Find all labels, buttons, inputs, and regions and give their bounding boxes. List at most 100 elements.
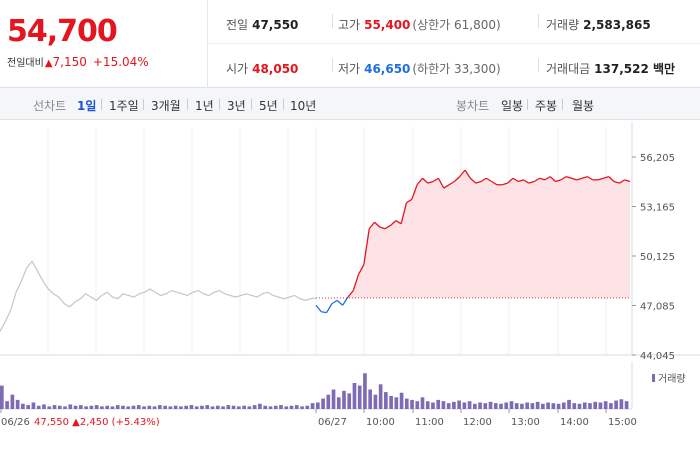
series-today-segment xyxy=(427,180,434,184)
series-today-segment xyxy=(422,177,429,184)
volume-bar-today xyxy=(373,394,378,409)
volume-bar-today xyxy=(609,403,613,409)
candle-monthly[interactable]: 월봉 xyxy=(572,99,595,113)
volume-bar-today xyxy=(551,403,556,409)
volume-bar-today xyxy=(624,401,629,409)
volume-bar-today xyxy=(368,389,372,409)
series-today-segment xyxy=(518,179,524,183)
volume-bar-prev-day xyxy=(73,405,78,409)
series-today-segment xyxy=(363,228,370,265)
quote-row-1: 전일 47,550 고가 55,400 (상한가 61,800) 거래량 2,583,8… xyxy=(208,0,700,44)
volume-bar-today xyxy=(352,383,357,409)
series-today-segment xyxy=(448,180,455,186)
series-today-segment xyxy=(576,177,583,181)
series-today-segment xyxy=(390,220,397,226)
volume-bar-today xyxy=(441,401,446,409)
series-prev-day-line xyxy=(0,260,317,332)
volume-bar-prev-day xyxy=(247,406,252,409)
line-chart-label: 선차트 xyxy=(33,99,67,113)
volume-bar-prev-day xyxy=(5,401,9,409)
volume-bar-prev-day xyxy=(205,405,210,409)
volume-bar-today xyxy=(462,402,467,409)
volume-bar-today xyxy=(588,403,592,409)
divider xyxy=(538,58,539,72)
volume-bar-prev-day xyxy=(221,406,225,409)
volume-bar-prev-day xyxy=(100,406,104,409)
volume-bar-today xyxy=(316,402,320,409)
volume-bar-prev-day xyxy=(57,405,62,409)
volume-bar-prev-day xyxy=(242,405,246,409)
series-today-segment xyxy=(321,311,327,314)
volume-bar-today xyxy=(425,401,430,409)
volume-bar-prev-day xyxy=(310,403,315,409)
series-today-segment xyxy=(533,177,540,183)
volume-bar-today xyxy=(614,400,618,409)
series-today-segment xyxy=(443,184,450,189)
volume-bar-today xyxy=(572,403,577,409)
series-today-segment xyxy=(512,177,519,183)
period-1w[interactable]: 1주일 xyxy=(109,99,139,113)
period-3m[interactable]: 3개월 xyxy=(151,99,181,113)
x-tick-label: 06/27 xyxy=(318,417,347,428)
volume-bar-prev-day xyxy=(294,405,299,409)
volume-bar-prev-day xyxy=(226,405,231,409)
series-today-segment xyxy=(565,175,572,179)
volume-bar-prev-day xyxy=(200,405,204,409)
volume-bar-prev-day xyxy=(84,406,88,409)
series-today-segment xyxy=(400,202,408,224)
divider xyxy=(332,14,333,28)
series-today-segment xyxy=(491,180,498,186)
divider xyxy=(332,58,333,72)
volume-bar-today xyxy=(436,399,441,409)
volume-bar-today xyxy=(467,401,472,409)
series-today-segment xyxy=(603,175,609,179)
series-today-segment xyxy=(342,296,349,306)
volume-bar-today xyxy=(546,402,550,409)
volume-bar-prev-day xyxy=(215,405,220,409)
volume-bar-prev-day xyxy=(210,406,215,409)
volume-bar-today xyxy=(415,401,420,409)
change-value: 7,150 xyxy=(52,55,87,69)
volume-bar-prev-day xyxy=(284,406,289,409)
volume-bar-prev-day xyxy=(36,405,41,409)
volume-bar-today xyxy=(399,392,404,409)
candle-daily[interactable]: 일봉 xyxy=(501,99,524,113)
x-tick-label: 11:00 xyxy=(415,417,444,428)
volume-legend-swatch xyxy=(652,374,655,382)
candle-chart-label: 봉차트 xyxy=(456,99,490,113)
volume-bar-today xyxy=(603,401,608,409)
candle-weekly[interactable]: 주봉 xyxy=(535,99,558,113)
volume-bar-today xyxy=(561,402,566,409)
volume-bar-today xyxy=(384,392,388,409)
volume-bar-prev-day xyxy=(31,402,36,409)
volume-bar-prev-day xyxy=(179,406,183,409)
volume-bar-today xyxy=(326,394,331,409)
volume-bar-prev-day xyxy=(26,405,31,409)
series-today-segment xyxy=(395,220,402,225)
volume-bar-today xyxy=(357,385,362,409)
y-tick-label: 56,205 xyxy=(640,153,675,164)
series-today-segment xyxy=(437,177,445,189)
period-1d[interactable]: 1일 xyxy=(77,99,97,113)
period-10y[interactable]: 10년 xyxy=(290,99,317,113)
series-today-segment xyxy=(502,182,508,186)
period-1y[interactable]: 1년 xyxy=(195,99,214,113)
series-today-segment xyxy=(379,226,386,230)
volume-bar-prev-day xyxy=(268,406,273,409)
series-today-segment xyxy=(597,177,604,181)
volume-bar-today xyxy=(378,384,383,409)
volume-bar-today xyxy=(509,401,514,409)
volume-bar-today xyxy=(598,402,603,409)
volume-bar-today xyxy=(389,396,393,409)
turnover: 거래대금 137,522 백만 xyxy=(546,62,676,76)
volume-bar-today xyxy=(535,401,540,409)
period-5y[interactable]: 5년 xyxy=(259,99,278,113)
volume-bar-prev-day xyxy=(110,406,115,409)
x-tick-label: 12:00 xyxy=(463,417,492,428)
volume-bar-prev-day xyxy=(152,406,157,409)
volume-bar-prev-day xyxy=(42,404,46,409)
period-3y[interactable]: 3년 xyxy=(227,99,246,113)
chart-toolbar: 선차트 1일 1주일 3개월 1년 3년 5년 10년 봉차트 일봉 주봉 월봉 xyxy=(0,88,700,120)
volume-bar-prev-day xyxy=(142,406,146,409)
